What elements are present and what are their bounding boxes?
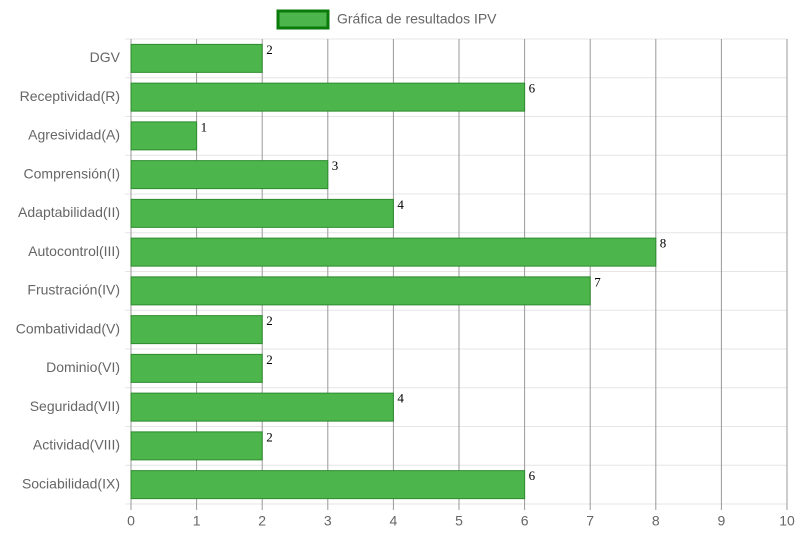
data-label: 2 [266, 313, 273, 328]
y-tick-label: Autocontrol(III) [28, 243, 120, 259]
data-label: 2 [266, 429, 273, 444]
x-tick-label: 2 [258, 513, 266, 529]
data-label: 6 [529, 468, 536, 483]
data-label: 7 [594, 274, 601, 289]
x-tick-label: 7 [586, 513, 594, 529]
y-tick-label: Sociabilidad(IX) [22, 475, 120, 491]
data-label: 2 [266, 352, 273, 367]
x-tick-label: 0 [127, 513, 135, 529]
x-tick-label: 5 [455, 513, 463, 529]
bar [130, 276, 591, 306]
data-label: 4 [397, 391, 404, 406]
y-tick-label: Receptividad(R) [20, 88, 120, 104]
legend-swatch [276, 9, 330, 30]
y-tick-label: Frustración(IV) [27, 282, 120, 298]
y-tick-label: DGV [90, 49, 121, 65]
x-tick-label: 10 [779, 513, 795, 529]
x-tick-label: 6 [521, 513, 529, 529]
x-tick-label: 4 [390, 513, 398, 529]
x-tick-label: 3 [324, 513, 332, 529]
data-label: 2 [266, 42, 273, 57]
x-tick-label: 9 [718, 513, 726, 529]
bar [130, 121, 198, 151]
x-tick-label: 1 [193, 513, 201, 529]
y-tick-label: Actividad(VIII) [33, 437, 120, 453]
data-label: 1 [201, 119, 208, 134]
data-label: 8 [660, 236, 667, 251]
bar [130, 392, 394, 422]
bar [130, 470, 526, 500]
bar [130, 198, 394, 228]
y-tick-label: Seguridad(VII) [30, 398, 120, 414]
bar [130, 315, 263, 345]
y-tick-label: Agresividad(A) [28, 127, 120, 143]
legend-label: Gráfica de resultados IPV [337, 11, 497, 27]
y-tick-label: Dominio(VI) [46, 359, 120, 375]
data-label: 3 [332, 158, 339, 173]
x-tick-label: 8 [652, 513, 660, 529]
y-tick-label: Adaptabilidad(II) [18, 204, 120, 220]
bar [130, 353, 263, 383]
data-label: 6 [529, 81, 536, 96]
bar [130, 431, 263, 461]
bar [130, 160, 329, 190]
bar [130, 43, 263, 73]
y-tick-label: Comprensión(I) [24, 165, 120, 181]
data-label: 4 [397, 197, 404, 212]
bar [130, 82, 526, 112]
y-tick-label: Combatividad(V) [16, 320, 120, 336]
bar [130, 237, 657, 267]
